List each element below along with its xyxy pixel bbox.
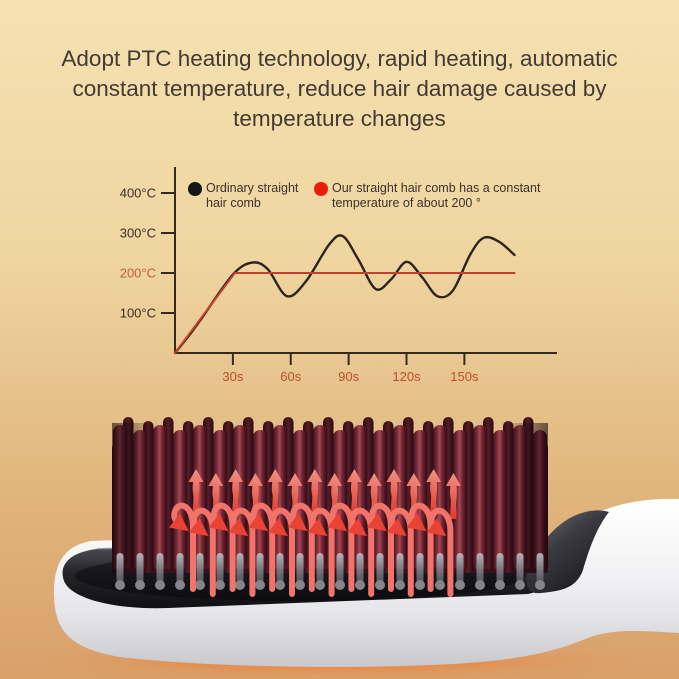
bristle-tip — [296, 553, 304, 583]
heat-up-arrow-icon — [406, 473, 422, 519]
legend-dot-black — [188, 182, 202, 196]
headline-line-1: Adopt PTC heating technology, rapid heat… — [61, 46, 618, 71]
bristle-tip-bulb — [215, 580, 225, 590]
legend-dot-red — [314, 182, 328, 196]
bristle — [473, 425, 487, 570]
heat-up-arrow-icon — [208, 473, 224, 519]
bristle-tip-bulb — [455, 580, 465, 590]
bristle-tip-bulb — [235, 580, 245, 590]
bristle-tip — [336, 553, 344, 583]
bristle-tip — [176, 553, 184, 583]
chart-legend: Ordinary straight hair comb Our straight… — [188, 181, 566, 211]
bristle-shade-left — [112, 423, 158, 573]
bristle-tip — [456, 553, 464, 583]
heat-up-arrow-icon — [346, 469, 362, 515]
bristle-tip-bulb — [475, 580, 485, 590]
bristle-tip — [416, 553, 424, 583]
bristle-tip — [316, 553, 324, 583]
legend-item-our-comb: Our straight hair comb has a constant te… — [314, 181, 566, 211]
x-tick-label: 90s — [338, 369, 359, 384]
bristle-tip — [196, 553, 204, 583]
bristle-tip-bulb — [515, 580, 525, 590]
headline: Adopt PTC heating technology, rapid heat… — [30, 44, 649, 134]
bristle-tip-bulb — [435, 580, 445, 590]
y-tick-label: 200°C — [120, 266, 156, 281]
headline-line-3: temperature changes — [233, 106, 446, 131]
headline-line-2: constant temperature, reduce hair damage… — [72, 76, 607, 101]
bristle — [173, 430, 187, 570]
temperature-chart: 100°C 200°C 300°C 400°C 30s 60s 90s 120s 150s Or… — [90, 165, 579, 400]
heat-up-arrow-icon — [247, 473, 263, 519]
heat-up-arrow-icon — [366, 473, 382, 519]
bristle — [333, 430, 347, 570]
heat-up-arrow-icons — [188, 469, 461, 519]
bristle-tip-bulb — [115, 580, 125, 590]
bristle-tip-bulb — [415, 580, 425, 590]
bristle — [413, 430, 427, 570]
bristle — [213, 430, 227, 570]
bristle — [373, 430, 387, 570]
product-image-hair-straightener-brush — [40, 417, 679, 676]
bristle-tip — [476, 553, 484, 583]
legend-label-ordinary-comb: Ordinary straight hair comb — [206, 181, 299, 210]
hair-straighten-arrow-icons — [168, 502, 454, 597]
bristle-tip-bulb — [395, 580, 405, 590]
bristle-tip — [256, 553, 264, 583]
bristle-tip — [376, 553, 384, 583]
bristle-tip-bulb — [255, 580, 265, 590]
bristle-tip — [136, 553, 144, 583]
heat-up-arrow-icon — [307, 469, 323, 515]
bristle-tip-bulb — [155, 580, 165, 590]
x-tick-label: 30s — [222, 369, 243, 384]
heat-up-arrow-icon — [327, 473, 343, 519]
bristle-tip-bulb — [335, 580, 345, 590]
bristle-tip — [496, 553, 504, 583]
bristle-tip-bulb — [135, 580, 145, 590]
heat-up-arrow-icon — [228, 469, 244, 515]
y-tick-label: 400°C — [120, 186, 156, 201]
bristle-tip-bulb — [275, 580, 285, 590]
legend-item-ordinary-comb: Ordinary straight hair comb — [188, 181, 310, 211]
bristle-tip-bulb — [355, 580, 365, 590]
bristle-tip — [156, 553, 164, 583]
y-tick-label: 300°C — [120, 226, 156, 241]
x-tick-label: 120s — [392, 369, 421, 384]
bristle-tip — [116, 553, 124, 583]
bristle-shade-right — [502, 423, 548, 573]
bristle-tips — [115, 553, 545, 590]
bristle-tip-bulb — [375, 580, 385, 590]
temperature-chart-plot: 100°C 200°C 300°C 400°C 30s 60s 90s 120s 150s — [120, 167, 557, 384]
bristle-tip-bulb — [535, 580, 545, 590]
y-tick-label: 100°C — [120, 306, 156, 321]
x-tick-label: 150s — [450, 369, 479, 384]
heat-up-arrow-icon — [287, 473, 303, 519]
bristle-tip — [516, 553, 524, 583]
bristle — [253, 430, 267, 570]
bristle-tip-bulb — [495, 580, 505, 590]
bristle-tip-bulb — [315, 580, 325, 590]
bristle — [293, 430, 307, 570]
bristle-tip-bulb — [295, 580, 305, 590]
series-line-1 — [174, 272, 516, 354]
bristle-tip — [276, 553, 284, 583]
legend-label-our-comb: Our straight hair comb has a constant te… — [332, 181, 541, 210]
bristle-tip-bulb — [195, 580, 205, 590]
heat-up-arrow-icon — [426, 469, 442, 515]
bristle-tip — [356, 553, 364, 583]
bristle-tip — [396, 553, 404, 583]
heat-up-arrow-icon — [267, 469, 283, 515]
hair-straighten-arrow-icon — [426, 507, 454, 597]
heat-up-arrow-icon — [445, 473, 461, 519]
bristle-tip — [236, 553, 244, 583]
bristle — [453, 430, 467, 570]
bristle-tip — [536, 553, 544, 583]
bristle-tip-bulb — [175, 580, 185, 590]
series-line-0 — [173, 234, 516, 355]
heat-up-arrow-icon — [188, 469, 204, 515]
bristle-tip — [216, 553, 224, 583]
heat-up-arrow-icon — [386, 469, 402, 515]
x-tick-label: 60s — [280, 369, 301, 384]
bristle-tip — [436, 553, 444, 583]
